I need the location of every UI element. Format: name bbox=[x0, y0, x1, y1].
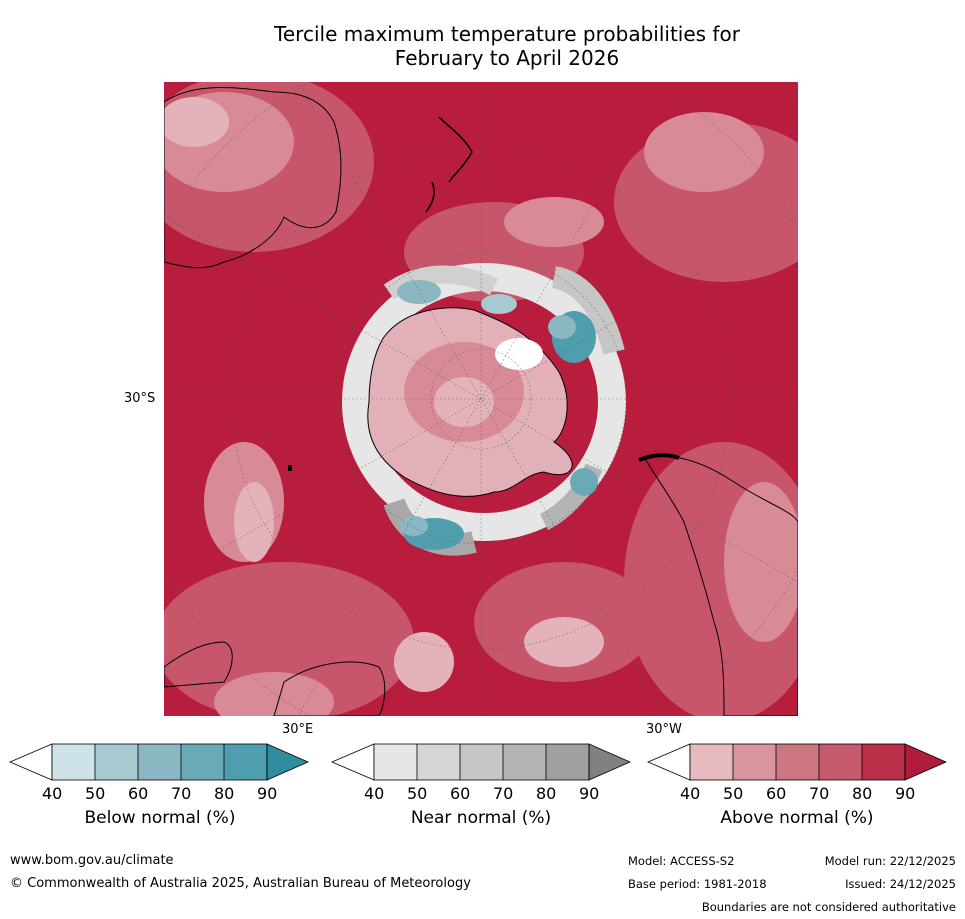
tick-90: 90 bbox=[257, 784, 278, 803]
title-line-2: February to April 2026 bbox=[394, 46, 620, 70]
tick-40: 40 bbox=[680, 784, 701, 803]
tick-90: 90 bbox=[895, 784, 916, 803]
colorbar-title: Near normal (%) bbox=[410, 808, 552, 828]
copyright-text: © Commonwealth of Australia 2025, Austra… bbox=[10, 876, 471, 891]
tick-50: 50 bbox=[407, 784, 428, 803]
tick-40: 40 bbox=[364, 784, 385, 803]
issued-date: Issued: 24/12/2025 bbox=[845, 877, 956, 891]
tick-70: 70 bbox=[493, 784, 514, 803]
tick-90: 90 bbox=[579, 784, 600, 803]
model-run: Model run: 22/12/2025 bbox=[824, 854, 956, 868]
chart-title: Tercile maximum temperature probabilitie… bbox=[164, 22, 850, 70]
colorbar-near-swatches bbox=[330, 743, 631, 781]
colorbar-title: Below normal (%) bbox=[84, 808, 236, 828]
model-name: Model: ACCESS-S2 bbox=[628, 854, 735, 868]
tick-80: 80 bbox=[852, 784, 873, 803]
tick-50: 50 bbox=[85, 784, 106, 803]
disclaimer: Boundaries are not considered authoritat… bbox=[701, 900, 956, 914]
tick-70: 70 bbox=[171, 784, 192, 803]
tick-60: 60 bbox=[128, 784, 149, 803]
lon-label-30e: 30°E bbox=[282, 722, 314, 737]
colorbar-above-swatches bbox=[646, 743, 947, 781]
colorbar-title: Above normal (%) bbox=[720, 808, 874, 828]
colorbar-below-swatches bbox=[8, 743, 309, 781]
base-period: Base period: 1981-2018 bbox=[628, 877, 767, 891]
tick-60: 60 bbox=[766, 784, 787, 803]
tick-40: 40 bbox=[42, 784, 63, 803]
tick-80: 80 bbox=[214, 784, 235, 803]
tick-70: 70 bbox=[809, 784, 830, 803]
tick-50: 50 bbox=[723, 784, 744, 803]
tick-60: 60 bbox=[450, 784, 471, 803]
website-link[interactable]: www.bom.gov.au/climate bbox=[10, 853, 174, 868]
title-line-1: Tercile maximum temperature probabilitie… bbox=[274, 22, 740, 46]
probability-map bbox=[164, 82, 798, 716]
tick-80: 80 bbox=[536, 784, 557, 803]
lat-label-30s: 30°S bbox=[124, 391, 156, 406]
lon-label-30w: 30°W bbox=[646, 722, 682, 737]
